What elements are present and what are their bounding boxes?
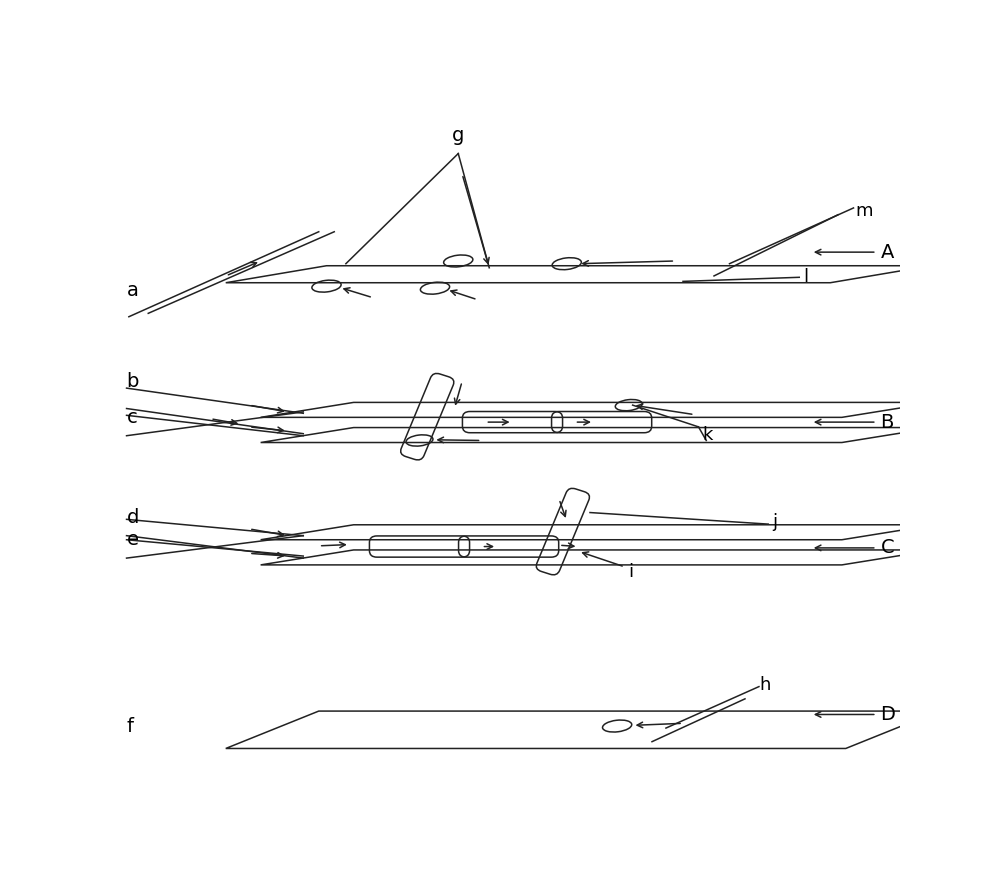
Text: c: c (127, 408, 137, 426)
Text: l: l (803, 268, 808, 286)
Text: e: e (127, 531, 139, 549)
Text: m: m (855, 202, 873, 221)
Text: B: B (881, 412, 894, 432)
Text: A: A (881, 243, 894, 261)
Text: D: D (881, 705, 896, 724)
Text: b: b (127, 372, 139, 391)
Text: a: a (127, 282, 138, 300)
Text: k: k (702, 426, 713, 444)
Text: g: g (452, 126, 464, 146)
Text: j: j (772, 513, 777, 531)
Text: h: h (759, 676, 770, 694)
Text: i: i (629, 562, 634, 581)
Text: C: C (881, 539, 894, 557)
Text: d: d (127, 508, 139, 527)
Text: f: f (127, 716, 134, 736)
